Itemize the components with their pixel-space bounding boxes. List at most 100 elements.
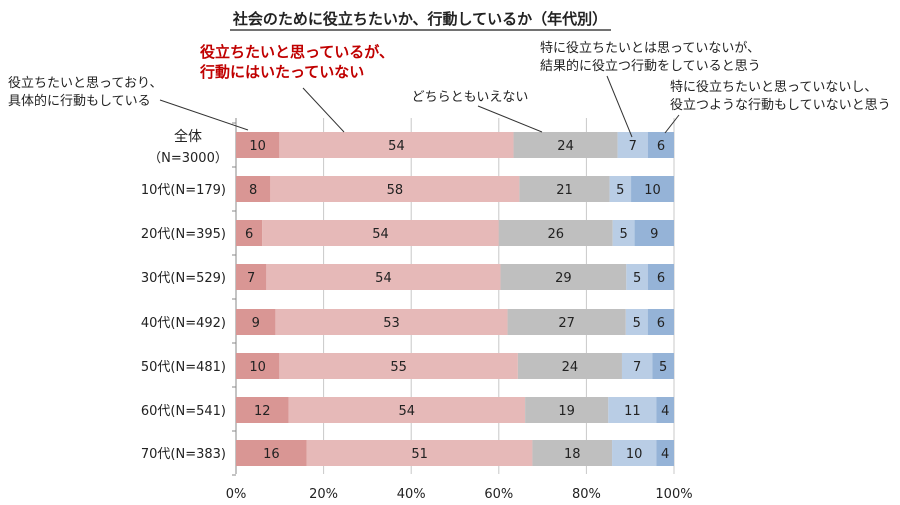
legend-callout-label: 役立ちたいと思っており、 bbox=[8, 76, 162, 91]
bar-segment bbox=[631, 176, 674, 202]
category-label: 60代(N=541) bbox=[141, 404, 226, 419]
bar-segment bbox=[236, 176, 271, 202]
data-label: 10 bbox=[626, 447, 643, 462]
bar-segment bbox=[525, 397, 609, 423]
data-label: 54 bbox=[375, 271, 392, 286]
category-label: 50代(N=481) bbox=[141, 360, 226, 375]
bar-segment bbox=[652, 353, 674, 379]
data-label: 54 bbox=[388, 139, 405, 154]
bar-segment bbox=[279, 353, 518, 379]
data-label: 7 bbox=[247, 271, 255, 286]
bar-segment bbox=[262, 220, 499, 246]
data-label: 53 bbox=[383, 316, 400, 331]
data-label: 54 bbox=[372, 227, 389, 242]
bar-segment bbox=[517, 353, 622, 379]
data-label: 6 bbox=[657, 271, 665, 286]
legend-callout-label: どちらともいえない bbox=[412, 90, 529, 105]
bar-segment bbox=[656, 440, 674, 466]
x-tick-label: 20% bbox=[309, 487, 338, 502]
x-tick-label: 80% bbox=[572, 487, 601, 502]
bar-segment bbox=[279, 132, 514, 158]
bar-segment bbox=[625, 309, 648, 335]
bar-segment bbox=[532, 440, 613, 466]
bar-segment bbox=[507, 309, 626, 335]
data-label: 9 bbox=[252, 316, 260, 331]
chart-title: 社会のために役立ちたいか、行動しているか（年代別） bbox=[232, 10, 607, 28]
bar-segment bbox=[275, 309, 508, 335]
data-label: 21 bbox=[556, 183, 573, 198]
bar-segment bbox=[647, 132, 674, 158]
bar-segment bbox=[236, 309, 276, 335]
data-label: 24 bbox=[557, 139, 574, 154]
category-label: 40代(N=492) bbox=[141, 316, 226, 331]
bar-segment bbox=[500, 264, 627, 290]
bar-segment bbox=[626, 264, 648, 290]
data-label: 5 bbox=[633, 271, 641, 286]
bar-segment bbox=[634, 220, 674, 246]
x-tick-label: 0% bbox=[226, 487, 247, 502]
category-label: 70代(N=383) bbox=[141, 447, 226, 462]
callout-leader-line bbox=[302, 87, 345, 133]
callout-leader-line bbox=[606, 75, 633, 138]
data-label: 8 bbox=[249, 183, 257, 198]
data-label: 5 bbox=[619, 227, 627, 242]
data-label: 11 bbox=[624, 404, 641, 419]
category-label: （N=3000） bbox=[148, 151, 228, 166]
data-label: 7 bbox=[629, 139, 637, 154]
legend-callout-label: 行動にはいたっていない bbox=[199, 63, 364, 81]
legend-callout-label: 特に役立ちたいとは思っていないが、 bbox=[540, 41, 760, 56]
data-label: 19 bbox=[558, 404, 575, 419]
callout-leader-line bbox=[159, 99, 249, 131]
bar-segment bbox=[621, 353, 653, 379]
data-label: 12 bbox=[254, 404, 271, 419]
x-tick-label: 40% bbox=[397, 487, 426, 502]
data-label: 16 bbox=[263, 447, 280, 462]
bar-segment bbox=[612, 440, 657, 466]
bar-segment bbox=[647, 309, 674, 335]
legend-callout-label: 役立つような行動もしていないと思う bbox=[670, 98, 891, 113]
data-label: 6 bbox=[657, 139, 665, 154]
data-label: 6 bbox=[245, 227, 253, 242]
data-label: 4 bbox=[661, 447, 669, 462]
data-label: 10 bbox=[249, 139, 266, 154]
legend-callout-label: 役立ちたいと思っているが、 bbox=[200, 43, 394, 61]
legend-callout-label: 結果的に役立つ行動をしていると思う bbox=[540, 58, 761, 74]
data-label: 18 bbox=[564, 447, 581, 462]
bar-segment bbox=[656, 397, 674, 423]
bar-segment bbox=[236, 353, 280, 379]
bar-segment bbox=[608, 397, 657, 423]
bar-segment bbox=[266, 264, 501, 290]
data-label: 10 bbox=[249, 360, 266, 375]
data-label: 4 bbox=[661, 404, 669, 419]
callout-leader-line bbox=[477, 105, 543, 133]
bar-segment bbox=[498, 220, 613, 246]
legend-callout-label: 具体的に行動もしている bbox=[8, 93, 151, 109]
bar-segment bbox=[519, 176, 610, 202]
data-label: 6 bbox=[657, 316, 665, 331]
data-label: 29 bbox=[555, 271, 572, 286]
data-label: 58 bbox=[387, 183, 404, 198]
bar-segment bbox=[236, 220, 263, 246]
data-label: 54 bbox=[399, 404, 416, 419]
category-label: 20代(N=395) bbox=[141, 227, 226, 242]
bar-segment bbox=[236, 264, 267, 290]
legend-callout-label: 特に役立ちたいと思っていないし、 bbox=[670, 80, 877, 95]
data-label: 9 bbox=[650, 227, 658, 242]
data-label: 55 bbox=[390, 360, 407, 375]
data-label: 10 bbox=[644, 183, 661, 198]
bar-segment bbox=[513, 132, 618, 158]
bar-segment bbox=[236, 397, 289, 423]
bar-segment bbox=[288, 397, 526, 423]
x-tick-label: 60% bbox=[484, 487, 513, 502]
data-label: 51 bbox=[411, 447, 428, 462]
data-label: 24 bbox=[562, 360, 579, 375]
bar-segment bbox=[306, 440, 533, 466]
callout-leader-line bbox=[664, 114, 680, 134]
data-label: 27 bbox=[558, 316, 575, 331]
data-label: 5 bbox=[659, 360, 667, 375]
data-label: 7 bbox=[633, 360, 641, 375]
category-label: 全体 bbox=[174, 128, 202, 145]
data-label: 5 bbox=[616, 183, 624, 198]
x-tick-label: 100% bbox=[655, 487, 692, 502]
